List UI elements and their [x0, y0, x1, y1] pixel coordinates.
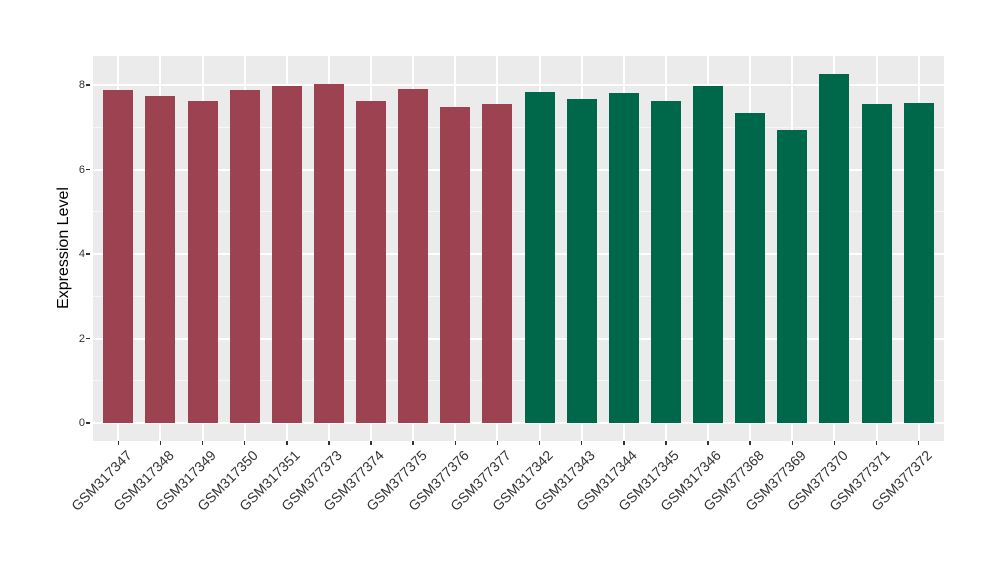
x-tick-mark	[623, 441, 625, 445]
gridline-major	[93, 253, 944, 255]
x-tick-mark	[370, 441, 372, 445]
x-tick-mark	[749, 441, 751, 445]
gridline-minor	[93, 211, 944, 213]
y-tick-label: 8	[78, 79, 85, 91]
bar-GSM317349	[187, 101, 218, 423]
gridline-major	[93, 422, 944, 424]
x-tick-mark	[538, 441, 541, 445]
bar-GSM317346	[693, 86, 724, 423]
x-tick-mark	[791, 441, 794, 445]
bar-GSM377377	[482, 104, 513, 423]
bar-GSM317343	[566, 98, 597, 423]
bar-GSM377374	[356, 100, 387, 423]
bar-GSM317350	[229, 90, 260, 423]
x-tick-mark	[875, 441, 878, 445]
x-tick-mark	[243, 441, 246, 445]
bar-GSM317344	[608, 93, 639, 423]
bar-GSM317342	[524, 92, 555, 423]
bar-GSM377370	[819, 74, 850, 423]
x-tick-mark	[833, 441, 836, 445]
x-tick-mark	[201, 441, 204, 445]
x-tick-mark	[580, 441, 583, 445]
x-tick-mark	[412, 441, 414, 445]
y-tick-mark	[86, 168, 90, 171]
y-tick-mark	[86, 337, 90, 340]
y-tick-label: 4	[78, 248, 85, 260]
y-tick-label: 0	[78, 417, 85, 429]
y-tick-mark	[86, 422, 90, 424]
gridline-minor	[93, 380, 944, 382]
y-tick-label: 2	[78, 332, 85, 345]
bar-GSM317351	[271, 85, 302, 423]
bar-GSM317348	[145, 95, 176, 423]
bar-GSM377372	[903, 103, 934, 423]
bar-GSM377369	[777, 129, 808, 423]
plot-panel	[93, 56, 944, 441]
bar-GSM377376	[440, 107, 471, 423]
gridline-minor	[93, 295, 944, 297]
y-tick-mark	[86, 253, 90, 255]
bar-GSM377373	[313, 83, 344, 423]
y-axis-title: Expression Level	[55, 187, 72, 309]
bar-GSM317345	[650, 101, 681, 423]
x-tick-mark	[286, 441, 288, 445]
x-tick-mark	[159, 441, 162, 445]
gridline-major	[93, 84, 944, 86]
bar-GSM317347	[103, 89, 134, 423]
x-tick-mark	[117, 441, 120, 445]
gridline-major	[93, 168, 944, 171]
bar-GSM377375	[398, 88, 429, 423]
y-tick-label: 6	[78, 163, 85, 176]
x-tick-mark	[665, 441, 667, 445]
gridline-minor	[93, 126, 944, 128]
bar-GSM377368	[735, 113, 766, 423]
gridline-major	[93, 337, 944, 340]
bar-GSM377371	[861, 104, 892, 423]
x-tick-mark	[917, 441, 920, 445]
x-tick-mark	[328, 441, 330, 445]
y-tick-mark	[86, 84, 90, 86]
x-tick-mark	[454, 441, 457, 445]
x-tick-mark	[707, 441, 709, 445]
x-tick-mark	[496, 441, 499, 445]
